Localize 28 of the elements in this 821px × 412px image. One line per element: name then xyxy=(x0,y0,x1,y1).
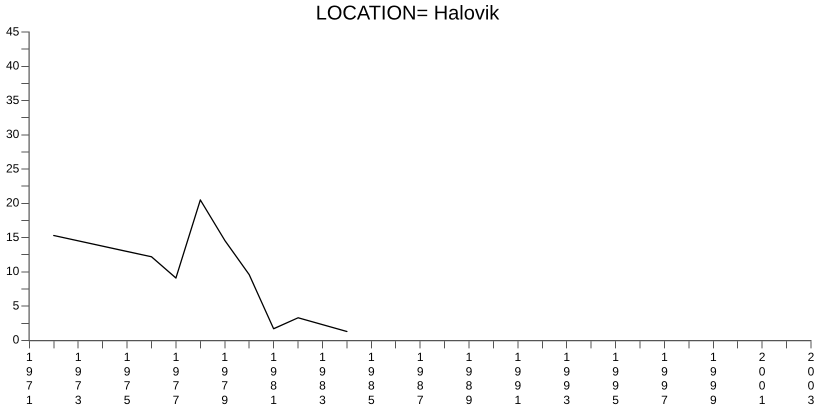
x-tick-label: 1 9 7 1 xyxy=(26,350,34,408)
y-tick-label: 45 xyxy=(6,24,20,38)
x-tick-label: 1 9 7 7 xyxy=(172,350,180,408)
x-tick-label: 1 9 9 5 xyxy=(612,350,620,408)
y-tick-label: 20 xyxy=(6,196,20,210)
y-tick-label: 5 xyxy=(12,298,20,312)
y-tick-label: 25 xyxy=(6,161,20,176)
x-tick-label: 1 9 9 1 xyxy=(514,350,522,408)
x-tick-label: 1 9 7 3 xyxy=(74,350,82,408)
x-tick-label: 1 9 8 3 xyxy=(319,350,326,408)
x-tick-label: 1 9 9 9 xyxy=(710,350,717,408)
x-tick-label: 1 9 7 5 xyxy=(124,350,131,408)
y-tick-label: 40 xyxy=(6,58,20,73)
x-tick-label: 1 9 7 9 xyxy=(221,350,228,408)
chart-title: LOCATION= Halovik xyxy=(316,2,500,25)
y-tick-label: 35 xyxy=(6,92,20,107)
y-tick-label: 10 xyxy=(6,264,20,278)
y-tick-label: 30 xyxy=(6,127,20,142)
y-tick-label: 15 xyxy=(6,230,20,244)
x-tick-label: 1 9 9 7 xyxy=(661,350,668,408)
x-tick-label: 2 0 0 3 xyxy=(808,350,815,408)
x-tick-label: 1 9 8 1 xyxy=(270,350,278,408)
x-tick-label: 1 9 8 9 xyxy=(466,350,473,408)
y-tick-label: 0 xyxy=(12,332,20,347)
x-tick-label: 1 9 9 3 xyxy=(563,350,570,408)
x-tick-label: 2 0 0 1 xyxy=(758,350,766,408)
x-tick-label: 1 9 8 7 xyxy=(416,350,424,408)
x-tick-label: 1 9 8 5 xyxy=(368,350,375,408)
